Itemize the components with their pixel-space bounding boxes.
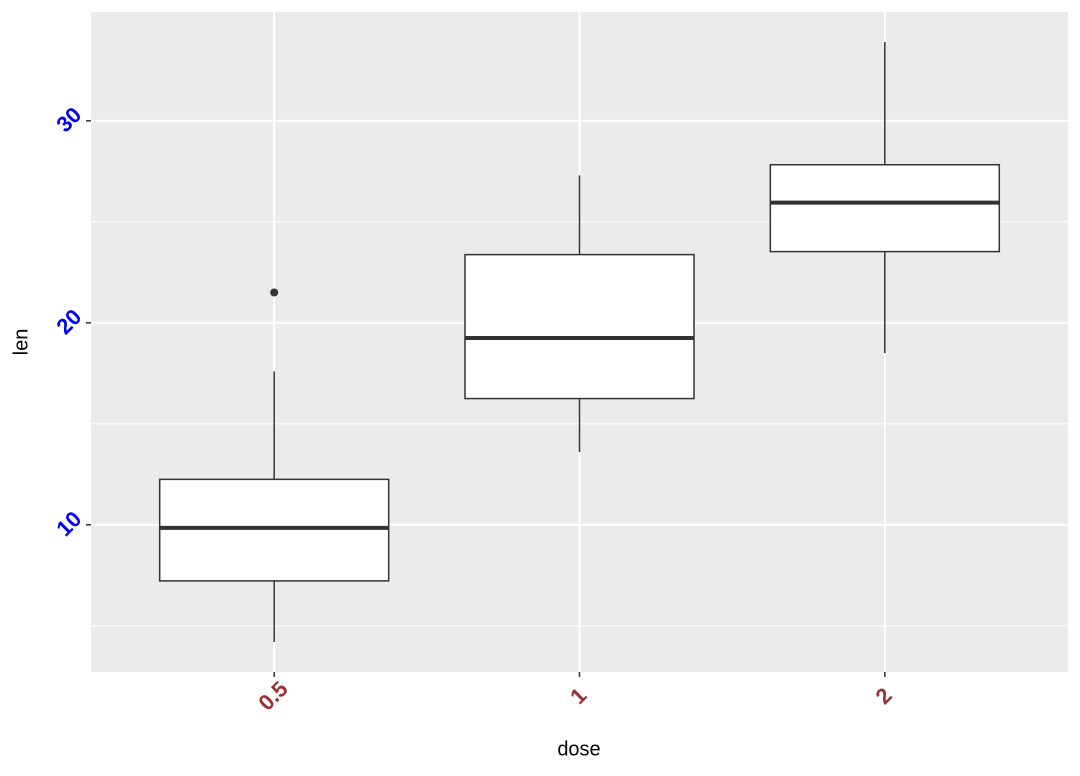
x-tick-label: 0.5 <box>253 676 292 715</box>
y-tick-label: 10 <box>51 506 86 541</box>
box <box>769 163 1001 253</box>
box <box>464 253 695 400</box>
y-axis-title: len <box>10 329 32 356</box>
box <box>158 478 390 582</box>
y-tick-label: 30 <box>51 102 86 137</box>
x-tick-label: 1 <box>565 683 591 709</box>
y-tick-label: 20 <box>51 304 86 339</box>
outlier <box>270 288 279 297</box>
x-axis-title: dose <box>557 738 600 760</box>
x-tick-label: 2 <box>870 683 896 709</box>
